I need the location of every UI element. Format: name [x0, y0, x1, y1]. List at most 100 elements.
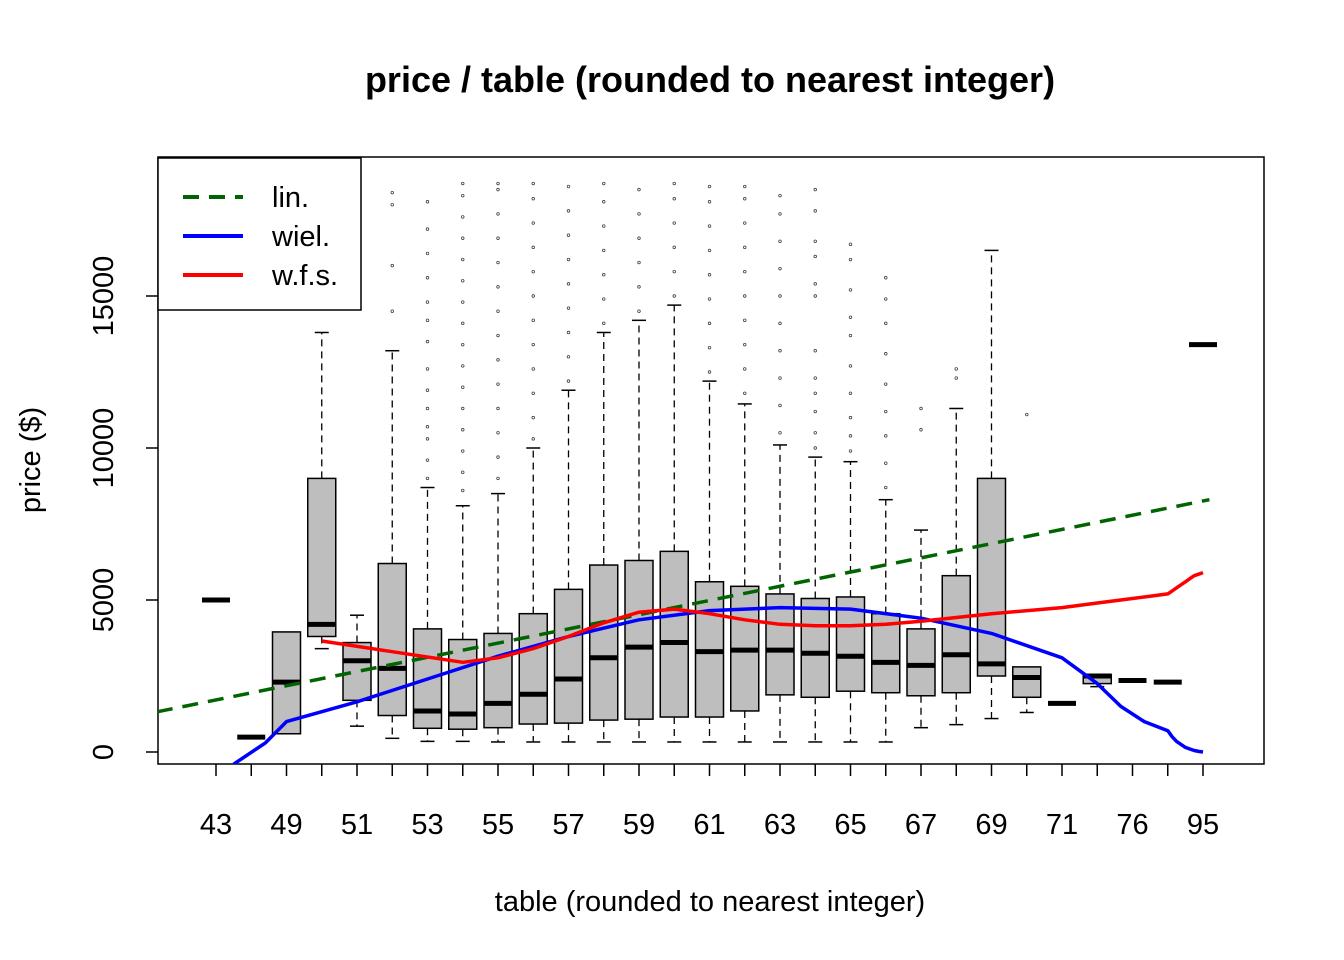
outlier-point	[425, 367, 430, 371]
outlier-point	[602, 200, 606, 204]
outlier-point	[707, 200, 712, 204]
outlier-point	[425, 300, 430, 304]
outlier-point	[884, 434, 888, 438]
box-58	[589, 331, 619, 743]
outlier-point	[531, 221, 535, 225]
outlier-point	[531, 294, 535, 298]
outlier-point	[884, 321, 888, 326]
outlier-point	[461, 279, 465, 283]
outlier-point	[461, 193, 465, 198]
outlier-point	[461, 470, 465, 475]
outlier-point	[637, 260, 641, 265]
outlier-point	[425, 425, 430, 429]
box-body	[659, 550, 689, 718]
x-tick-label: 49	[270, 809, 302, 841]
outlier-point	[813, 187, 817, 192]
box-body	[765, 593, 795, 696]
box-body	[1012, 666, 1042, 699]
outlier-point	[425, 276, 430, 280]
outlier-point	[496, 382, 500, 386]
y-tick-label: 10000	[88, 408, 120, 489]
legend-box	[157, 157, 362, 311]
outlier-point	[848, 333, 853, 338]
box-69	[976, 249, 1007, 720]
outlier-point	[425, 388, 430, 392]
outlier-point	[707, 297, 712, 301]
outlier-point	[672, 197, 676, 201]
outlier-point	[637, 285, 641, 289]
outlier-point	[531, 367, 535, 371]
outlier-point	[461, 300, 465, 304]
outlier-point	[461, 364, 465, 368]
outlier-point	[531, 415, 535, 420]
outlier-point	[602, 273, 606, 277]
outlier-point	[672, 245, 676, 250]
outlier-point	[461, 236, 465, 240]
outlier-point	[778, 376, 782, 380]
box-50	[307, 331, 337, 650]
box-65	[835, 460, 866, 743]
outlier-point	[884, 276, 888, 280]
box-53	[412, 486, 443, 743]
outlier-point	[778, 403, 782, 408]
outlier-point	[672, 181, 676, 186]
outlier-point	[566, 209, 571, 213]
outlier-point	[743, 197, 747, 201]
box-body	[871, 612, 901, 694]
outlier-point	[425, 437, 430, 441]
outlier-point	[602, 297, 606, 301]
legend-wfs-label: w.f.s.	[271, 260, 338, 292]
outlier-point	[707, 345, 712, 350]
outlier-point	[531, 181, 535, 186]
outlier-point	[461, 215, 465, 219]
outlier-point	[390, 309, 394, 313]
outlier-point	[602, 248, 606, 253]
outlier-point	[707, 184, 712, 189]
outlier-point	[848, 242, 853, 247]
outlier-point	[496, 431, 500, 435]
outlier-point	[707, 224, 712, 228]
x-tick-label: 51	[341, 809, 373, 841]
outlier-point	[848, 364, 853, 368]
x-tick-label: 53	[411, 809, 443, 841]
box-body	[906, 628, 936, 697]
box-54	[448, 505, 478, 743]
outlier-point	[813, 282, 817, 286]
outlier-point	[425, 476, 430, 481]
outlier-point	[531, 437, 535, 441]
x-tick-label: 43	[200, 809, 232, 841]
outlier-point	[390, 263, 394, 268]
box-56	[518, 447, 548, 743]
legend-lin-label: lin.	[272, 182, 309, 214]
box-63	[765, 444, 795, 743]
outlier-point	[778, 266, 782, 271]
outlier-point	[496, 212, 500, 216]
outlier-point	[496, 476, 500, 481]
outlier-point	[566, 355, 571, 359]
outlier-point	[954, 367, 958, 371]
y-axis-label: price ($)	[15, 407, 47, 513]
outlier-point	[884, 382, 888, 386]
outlier-point	[813, 376, 817, 380]
outlier-point	[743, 342, 747, 347]
outlier-point	[672, 294, 676, 298]
box-62	[730, 403, 760, 743]
outlier-point	[919, 428, 923, 432]
outlier-point	[461, 428, 465, 432]
outlier-point	[566, 184, 571, 189]
outlier-point	[637, 236, 641, 240]
box-59	[624, 319, 654, 743]
outlier-point	[813, 431, 817, 435]
box-68	[941, 407, 971, 726]
y-tick-label: 5000	[88, 568, 120, 633]
outlier-point	[602, 321, 606, 326]
outlier-point	[531, 391, 535, 395]
outlier-point	[743, 367, 747, 371]
outlier-point	[848, 391, 853, 395]
outlier-point	[884, 461, 888, 465]
outlier-point	[531, 342, 535, 347]
outlier-point	[390, 203, 394, 207]
legend: lin. wiel. w.f.s.	[157, 157, 362, 311]
outlier-point	[496, 455, 500, 459]
outlier-point	[813, 254, 817, 259]
